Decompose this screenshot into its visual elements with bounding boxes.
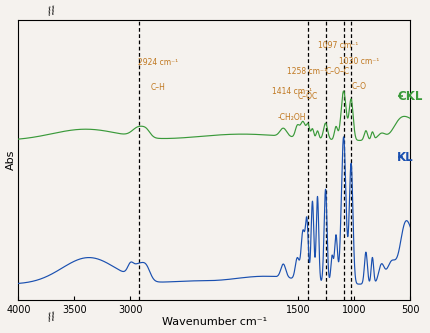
Text: 2924 cm⁻¹: 2924 cm⁻¹ — [138, 58, 178, 67]
Text: C–OC: C–OC — [297, 92, 317, 101]
Text: C–H: C–H — [151, 83, 166, 92]
Text: C–O–C: C–O–C — [326, 67, 350, 76]
Text: 1414 cm⁻¹: 1414 cm⁻¹ — [272, 87, 312, 96]
Y-axis label: Abs: Abs — [6, 150, 15, 170]
Text: -CH₂OH: -CH₂OH — [277, 113, 306, 122]
Text: 1097 cm⁻¹: 1097 cm⁻¹ — [317, 41, 358, 50]
Text: CKL: CKL — [397, 90, 422, 103]
Text: KL: KL — [397, 151, 414, 164]
Text: C–O: C–O — [351, 82, 366, 91]
Text: //: // — [47, 311, 57, 323]
X-axis label: Wavenumber cm⁻¹: Wavenumber cm⁻¹ — [162, 317, 267, 327]
Text: //: // — [47, 5, 57, 17]
Text: 1030 cm⁻¹: 1030 cm⁻¹ — [339, 57, 379, 66]
Text: 1258 cm⁻¹: 1258 cm⁻¹ — [287, 67, 327, 76]
